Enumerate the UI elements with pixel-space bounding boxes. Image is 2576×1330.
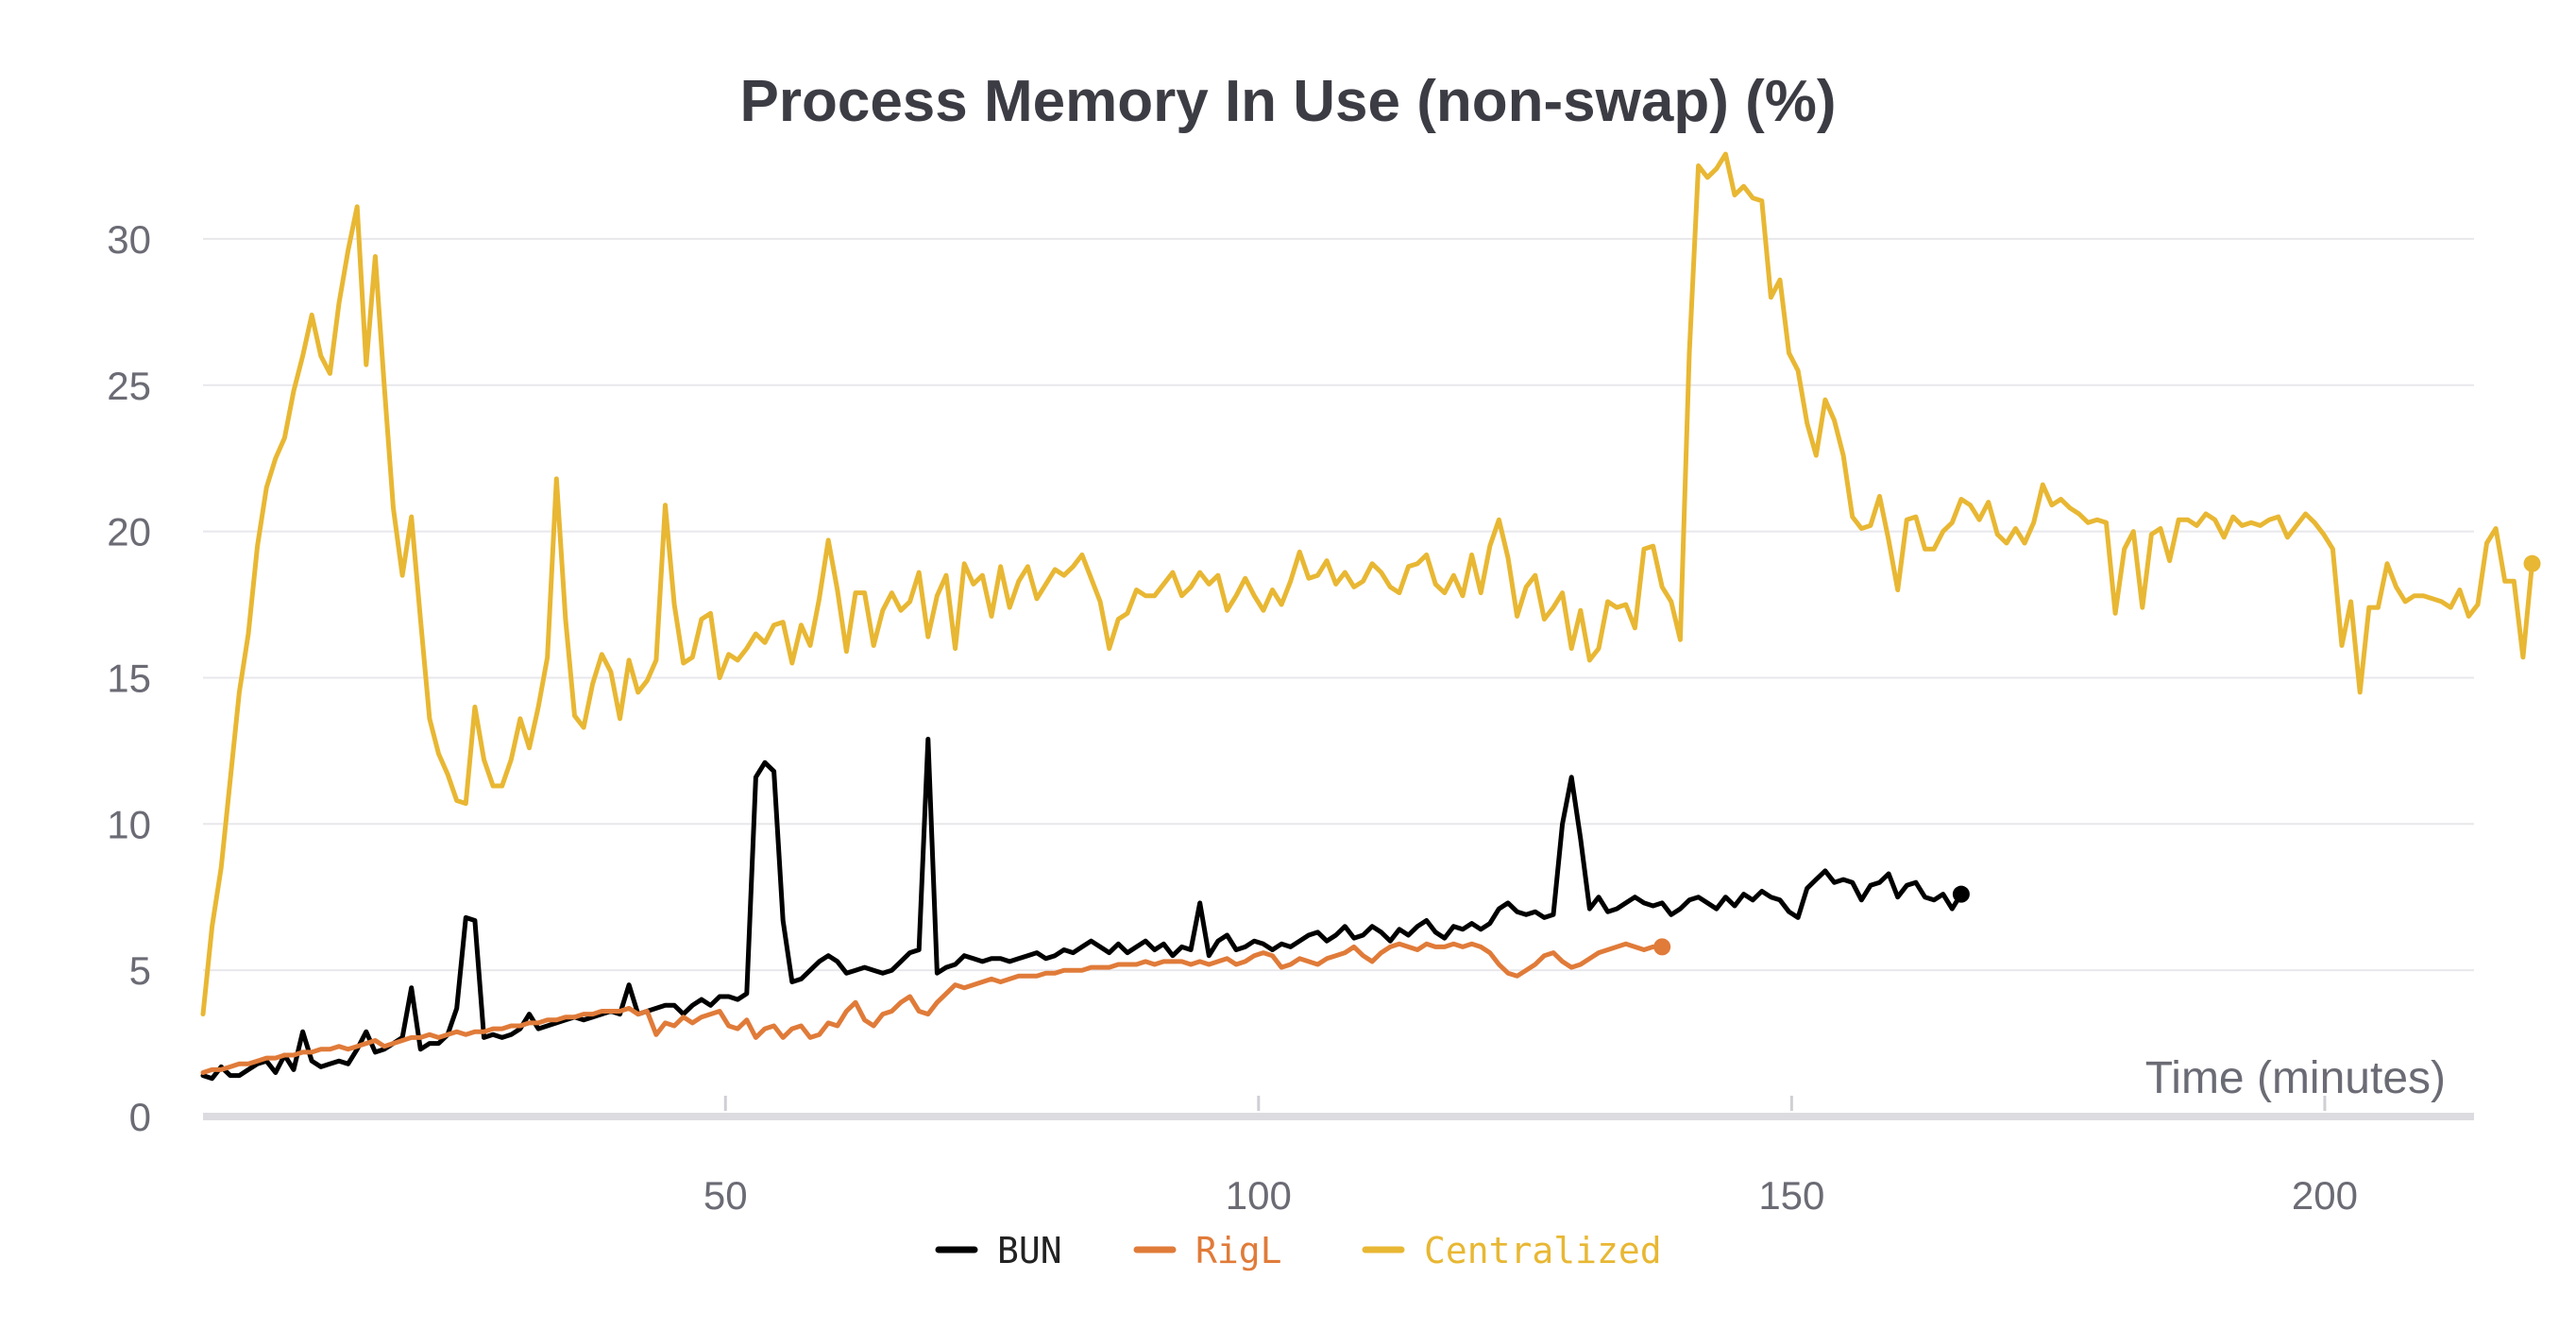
series-line-rigl <box>200 941 1665 1075</box>
legend: BUN RigL Centralized <box>935 1230 1662 1271</box>
y-tick-label: 25 <box>107 364 151 408</box>
x-tick-label: 50 <box>703 1173 748 1218</box>
legend-label: Centralized <box>1424 1230 1662 1271</box>
legend-item-bun[interactable]: BUN <box>935 1230 1062 1271</box>
grid <box>203 237 2474 972</box>
legend-label: RigL <box>1195 1230 1282 1271</box>
y-tick-label: 20 <box>107 510 151 554</box>
legend-item-centralized[interactable]: Centralized <box>1362 1230 1662 1271</box>
y-tick-label: 10 <box>107 802 151 846</box>
series-end-marker-rigl <box>1653 938 1671 956</box>
legend-item-rigl[interactable]: RigL <box>1133 1230 1282 1271</box>
y-tick-label: 15 <box>107 656 151 700</box>
x-tick-label: 100 <box>1226 1173 1292 1218</box>
x-tick-label: 150 <box>1758 1173 1824 1218</box>
series-layer <box>200 151 2541 1082</box>
axes: 0 5 10 15 20 25 30 50 100 150 200 <box>107 217 2474 1218</box>
y-tick-label: 5 <box>129 948 151 993</box>
y-tick-label: 30 <box>107 217 151 262</box>
series-line-centralized <box>200 151 2534 1017</box>
series-end-marker-bun <box>1952 885 1970 903</box>
x-axis-label: Time (minutes) <box>2145 1053 2446 1103</box>
legend-label: BUN <box>997 1230 1062 1271</box>
y-tick-label: 0 <box>129 1095 151 1139</box>
x-tick-label: 200 <box>2292 1173 2358 1218</box>
chart-title: Process Memory In Use (non-swap) (%) <box>739 69 1836 134</box>
series-line-bun <box>200 737 1964 1082</box>
series-end-marker-centralized <box>2523 554 2541 572</box>
